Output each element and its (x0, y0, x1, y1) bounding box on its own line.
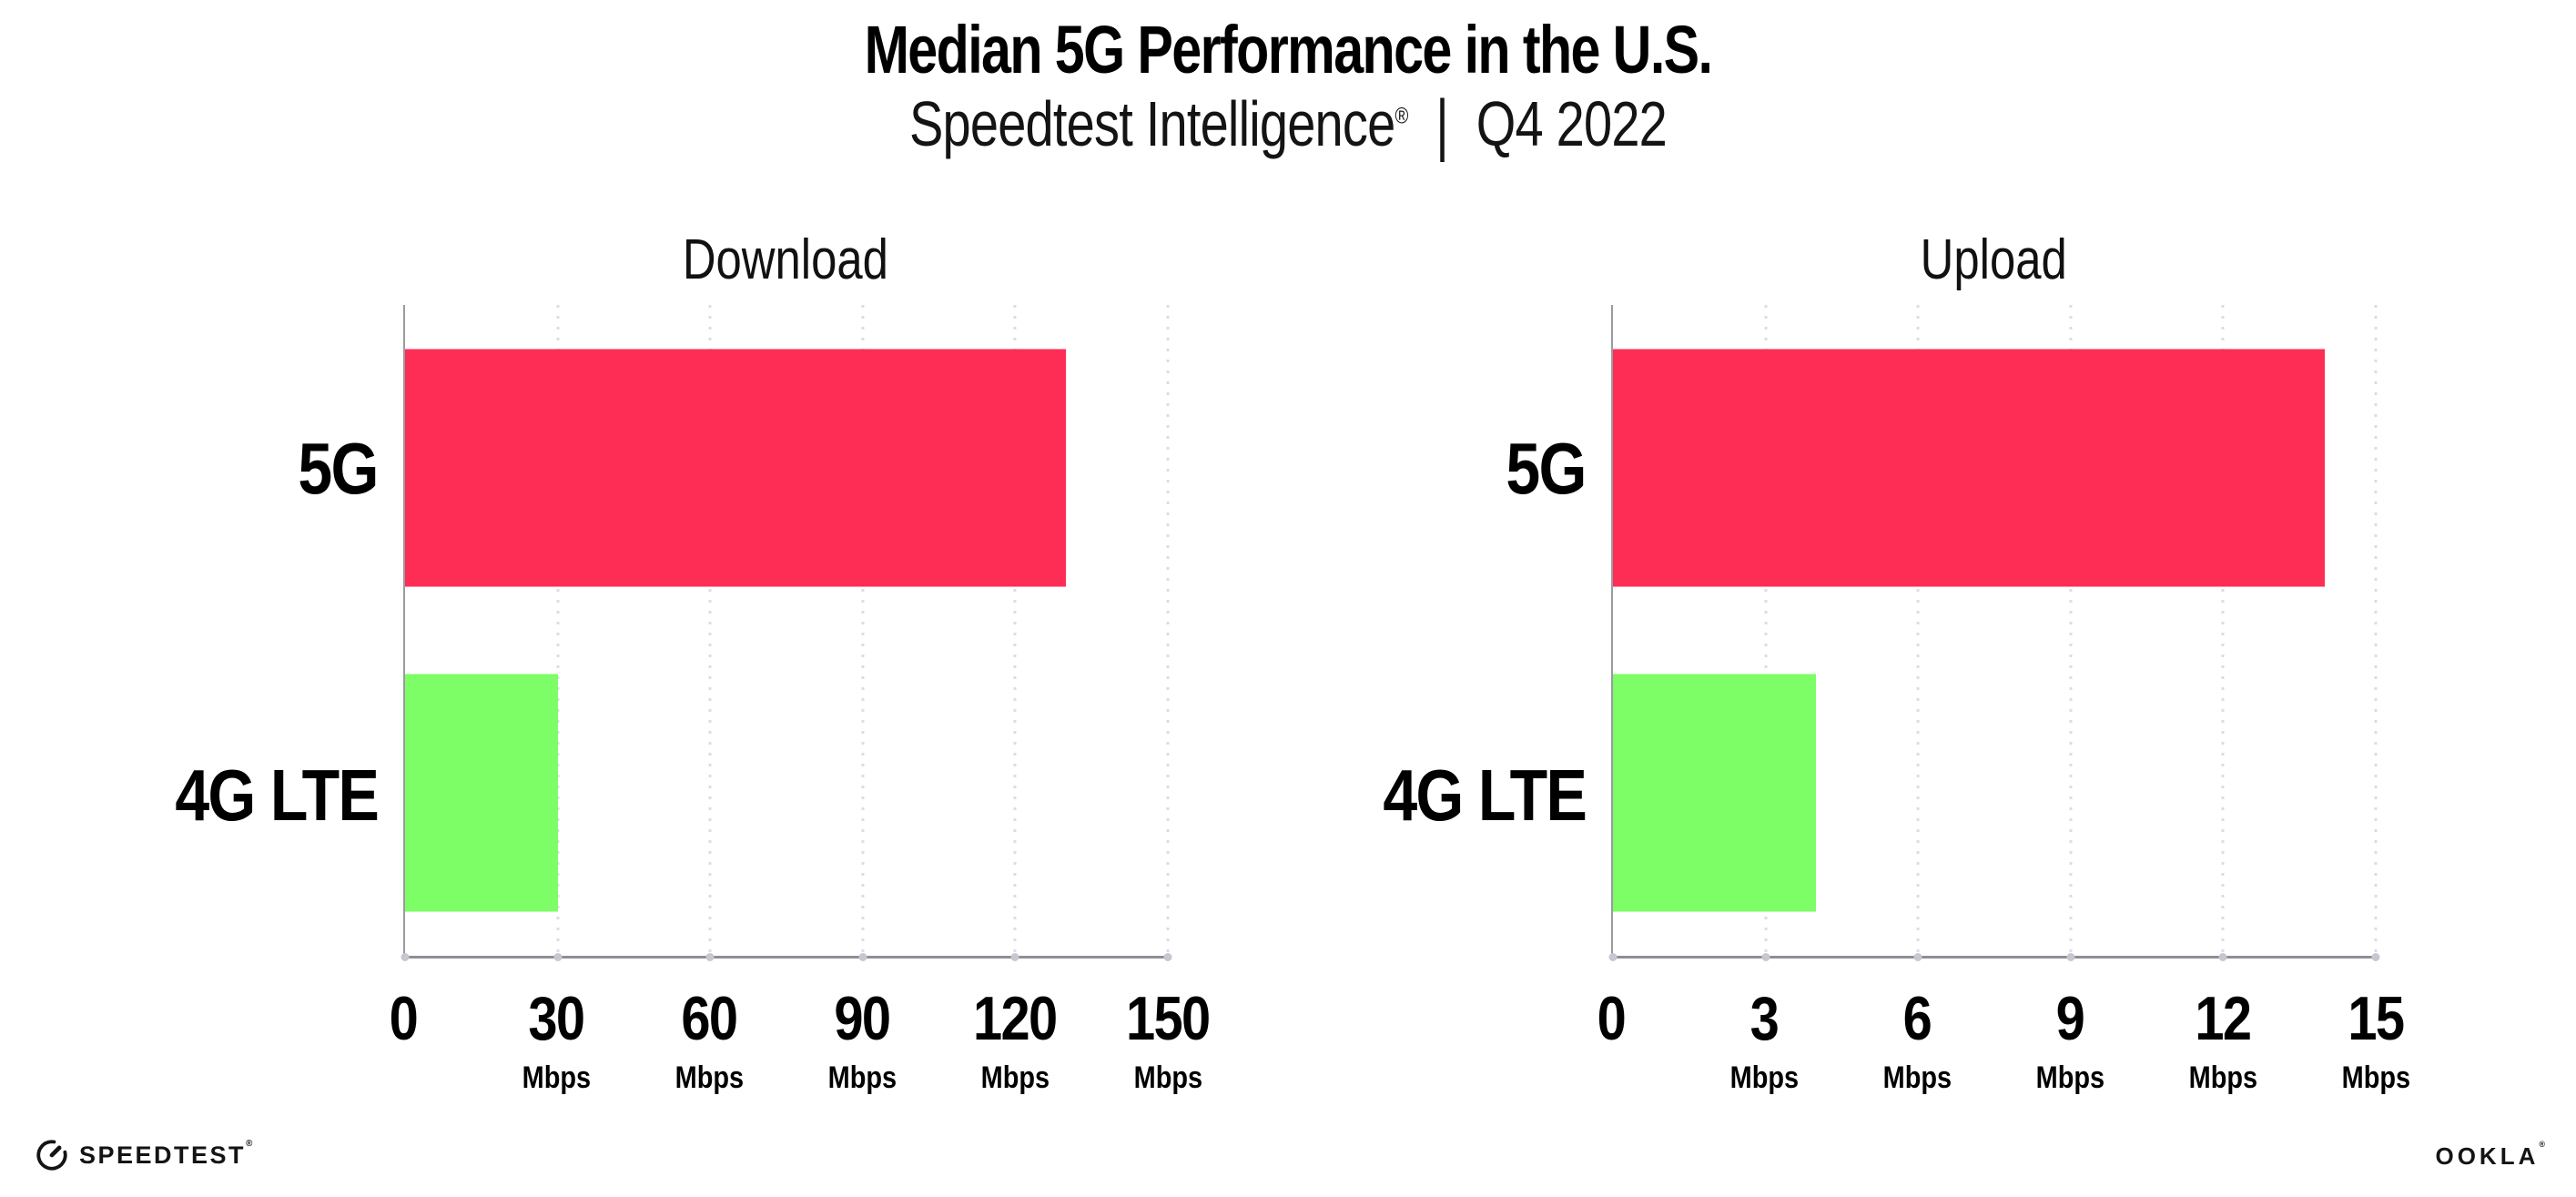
axis-tick-dot-120 (1010, 953, 1019, 961)
bar-4g-lte (1613, 674, 1817, 912)
download-plot-area (401, 305, 1172, 961)
x-tick-label-9: 9 Mbps (1961, 988, 2179, 1093)
subtitle-separator: | (1435, 85, 1449, 163)
x-tick-unit: Mbps (1729, 1060, 1799, 1095)
ookla-logo: OOKLA® (2435, 1141, 2549, 1170)
axis-tick-dot-60 (705, 953, 715, 961)
x-tick-label-12: 12 Mbps (2114, 988, 2332, 1093)
x-tick-unit: Mbps (980, 1060, 1050, 1095)
x-tick-label-150: 150 Mbps (1059, 988, 1277, 1093)
ookla-trademark: ® (2539, 1140, 2549, 1149)
download-x-axis-labels: 0 30 Mbps 60 Mbps 90 Mbps 120 Mbps 150 Mbps (390, 988, 1212, 1124)
gridline-3 (1764, 305, 1768, 956)
subtitle-brand: Speedtest Intelligence (908, 88, 1395, 159)
x-tick-unit: Mbps (2188, 1060, 2257, 1095)
category-label-5g: 5G (1506, 427, 1587, 509)
speedtest-trademark: ® (246, 1138, 255, 1149)
gridline-12 (2221, 305, 2225, 956)
chart-title-upload: Upload (1920, 228, 2067, 291)
ookla-logo-text: OOKLA (2435, 1142, 2540, 1170)
upload-category-axis: 5G 4G LTE (1293, 305, 1587, 959)
axis-tick-dot-3 (1761, 953, 1770, 961)
gridline-60 (708, 305, 712, 956)
x-tick-label-6: 6 Mbps (1808, 988, 2026, 1093)
x-tick-label-120: 120 Mbps (906, 988, 1124, 1093)
registered-mark: ® (1394, 103, 1408, 129)
category-label-5g: 5G (298, 427, 380, 509)
download-chart: Download 5G 4G LTE 0 30 Mbps 60 Mbps 90 Mbps 120… (85, 218, 1212, 1129)
x-tick-unit: Mbps (674, 1060, 744, 1095)
page-title: Median 5G Performance in the U.S. (864, 12, 1713, 87)
x-tick-label-60: 60 Mbps (600, 988, 818, 1093)
bar-5g (1613, 349, 2326, 587)
gridline-6 (1916, 305, 1920, 956)
upload-chart: Upload 5G 4G LTE 0 3 Mbps 6 Mbps 9 Mbps 12 Mbps 15… (1293, 218, 2410, 1129)
gridline-120 (1013, 305, 1017, 956)
x-tick-label-15: 15 Mbps (2267, 988, 2485, 1093)
x-tick-label-3: 3 Mbps (1655, 988, 1873, 1093)
axis-tick-dot-15 (2371, 953, 2380, 961)
x-tick-unit: Mbps (1133, 1060, 1202, 1095)
gridline-15 (2374, 305, 2378, 956)
gridline-9 (2069, 305, 2073, 956)
speedtest-logo-text: SPEEDTEST® (79, 1138, 255, 1169)
chart-title-download: Download (682, 228, 889, 291)
category-label-4g-lte: 4G LTE (175, 754, 379, 836)
category-label-4g-lte: 4G LTE (1383, 754, 1587, 836)
upload-x-axis-labels: 0 3 Mbps 6 Mbps 9 Mbps 12 Mbps 15 Mbps (1597, 988, 2410, 1124)
gridline-150 (1166, 305, 1170, 956)
x-tick-unit: Mbps (2341, 1060, 2410, 1095)
axis-tick-dot-30 (553, 953, 563, 961)
speedtest-logo: SPEEDTEST® (35, 1138, 255, 1172)
x-tick-unit: Mbps (827, 1060, 897, 1095)
x-tick-label-30: 30 Mbps (447, 988, 665, 1093)
axis-tick-dot-150 (1163, 953, 1172, 961)
axis-tick-dot-9 (2066, 953, 2075, 961)
axis-tick-dot-90 (858, 953, 867, 961)
x-tick-label-90: 90 Mbps (753, 988, 971, 1093)
x-tick-unit: Mbps (1882, 1060, 1952, 1095)
gridline-90 (861, 305, 865, 956)
axis-tick-dot-0 (1608, 953, 1618, 961)
download-category-axis: 5G 4G LTE (85, 305, 380, 959)
page-subtitle: Speedtest Intelligence® | Q4 2022 (258, 85, 2318, 163)
x-tick-unit: Mbps (2035, 1060, 2104, 1095)
bar-4g-lte (405, 674, 558, 912)
bar-5g (405, 349, 1067, 587)
upload-plot-area (1608, 305, 2380, 961)
axis-tick-dot-12 (2218, 953, 2227, 961)
subtitle-period: Q4 2022 (1476, 88, 1668, 159)
speedtest-gauge-icon (36, 1140, 67, 1171)
x-tick-label-0: 0 (389, 984, 419, 1053)
x-tick-label-0: 0 (1597, 984, 1627, 1053)
gridline-30 (556, 305, 560, 956)
axis-tick-dot-0 (401, 953, 410, 961)
x-tick-unit: Mbps (522, 1060, 591, 1095)
axis-tick-dot-6 (1913, 953, 1922, 961)
